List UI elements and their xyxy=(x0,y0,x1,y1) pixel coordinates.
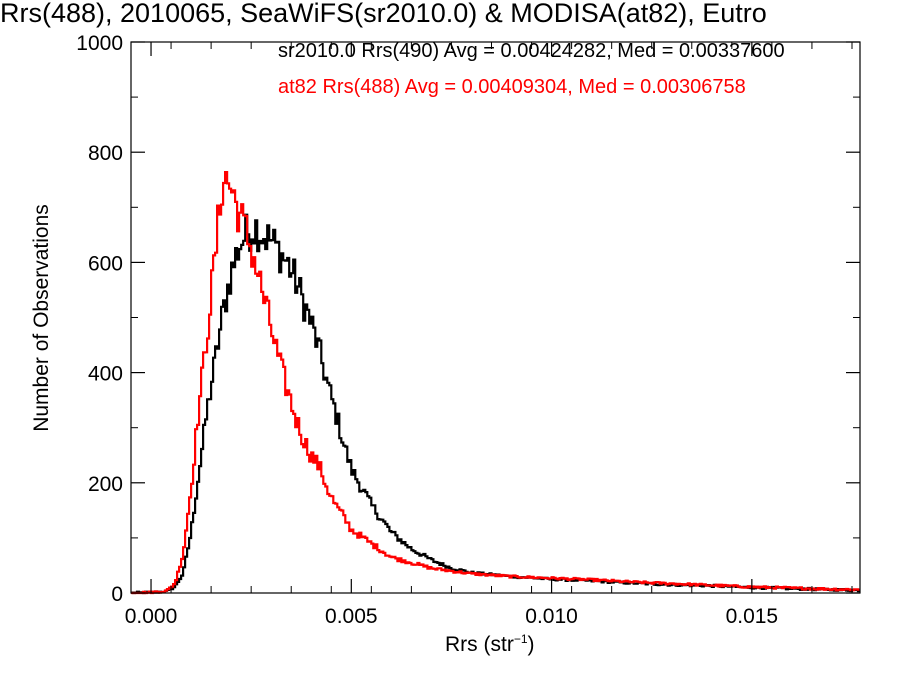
x-axis-label-suffix: ) xyxy=(527,633,535,656)
y-tick-label: 600 xyxy=(88,252,123,275)
y-tick-label: 1000 xyxy=(76,32,123,55)
chart-title: Rrs(488), 2010065, SeaWiFS(sr2010.0) & M… xyxy=(0,0,767,28)
y-tick-label: 400 xyxy=(88,363,123,386)
series-line-1 xyxy=(131,171,860,595)
series-line-0 xyxy=(131,213,860,595)
x-tick-label: 0.005 xyxy=(325,605,378,628)
y-tick-label: 0 xyxy=(111,583,123,606)
x-tick-label: 0.015 xyxy=(726,605,779,628)
legend-entry-sr2010: sr2010.0 Rrs(490) Avg = 0.00424282, Med … xyxy=(278,40,785,62)
x-axis-label: Rrs (str−1) xyxy=(445,632,535,657)
y-axis-label: Number of Observations xyxy=(30,204,53,432)
x-tick-label: 0.010 xyxy=(525,605,578,628)
x-axis-label-prefix: Rrs (str xyxy=(445,633,514,656)
x-axis-label-exponent: −1 xyxy=(513,632,528,646)
y-tick-label: 800 xyxy=(88,142,123,165)
x-tick-label: 0.000 xyxy=(125,605,178,628)
legend-entry-at82: at82 Rrs(488) Avg = 0.00409304, Med = 0.… xyxy=(278,76,746,98)
plot-frame xyxy=(130,41,861,594)
y-tick-label: 200 xyxy=(88,473,123,496)
